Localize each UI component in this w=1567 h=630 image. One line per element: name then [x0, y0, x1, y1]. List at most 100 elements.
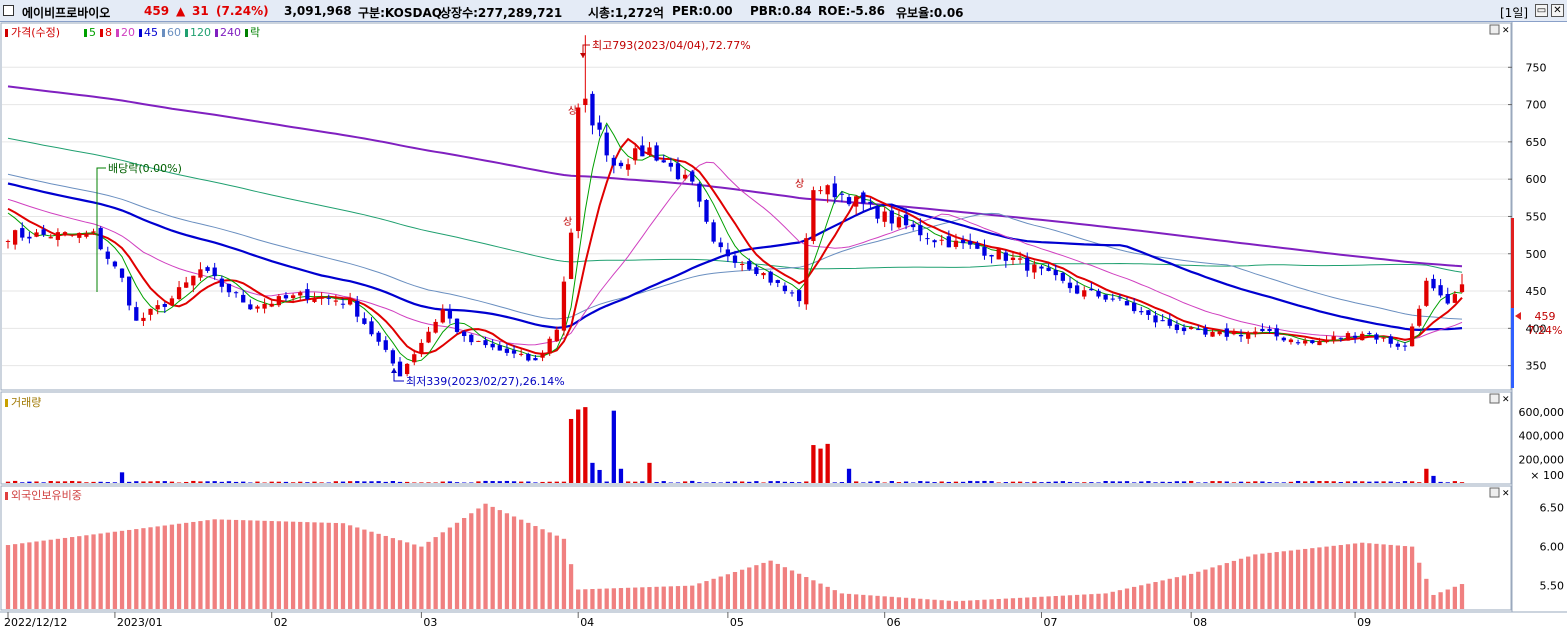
- candle-body: [1003, 252, 1008, 261]
- candle-body: [219, 278, 224, 287]
- candle-body: [1060, 272, 1066, 281]
- candle-body: [1082, 290, 1087, 297]
- reserve-ratio: 유보율:0.06: [896, 6, 964, 20]
- volume-bar: [1281, 482, 1286, 483]
- candle-body: [854, 196, 859, 207]
- candle-body: [1117, 297, 1123, 299]
- foreign-ratio-bar: [48, 539, 53, 609]
- volume-bar: [34, 481, 39, 483]
- candle-body: [875, 206, 880, 219]
- candle-body: [248, 304, 253, 310]
- candle-body: [611, 157, 616, 166]
- ma-line-5: [7, 122, 1463, 363]
- volume-bar: [319, 482, 324, 483]
- volume-bar: [333, 481, 339, 483]
- up-arrow-icon: ▲: [176, 4, 186, 18]
- pane-restore-button[interactable]: [1489, 393, 1500, 404]
- foreign-ratio-bar: [811, 580, 816, 609]
- candle-body: [191, 275, 196, 286]
- volume-bar: [1181, 481, 1187, 483]
- candle-body: [846, 197, 852, 205]
- foreign-ratio-bar: [576, 589, 581, 609]
- volume-bar: [483, 480, 488, 483]
- legend-item: 8: [105, 26, 112, 39]
- candle-body: [105, 251, 110, 259]
- volume-bar: [134, 481, 139, 483]
- foreign-ratio-bar: [1003, 598, 1008, 609]
- candle-body: [1345, 333, 1351, 341]
- foreign-ratio-bar: [1146, 583, 1151, 609]
- candle-body: [739, 263, 745, 265]
- foreign-ratio-bar: [561, 538, 567, 609]
- candle-body: [1153, 315, 1158, 323]
- close-window-button[interactable]: ✕: [1551, 4, 1564, 17]
- x-tick-label: 02: [274, 616, 288, 629]
- pane-restore-button[interactable]: [1489, 24, 1500, 35]
- candle-body: [804, 238, 809, 305]
- foreign-ratio-bar: [355, 527, 360, 609]
- legend-item: 60: [167, 26, 181, 39]
- foreign-ratio-bar: [697, 583, 702, 609]
- foreign-ratio-bars: [5, 503, 1465, 609]
- foreign-ratio-bar: [376, 533, 381, 609]
- foreign-ratio-bar: [412, 544, 417, 609]
- candle-body: [1303, 340, 1308, 344]
- volume-bar: [1360, 481, 1365, 483]
- pane-close-button[interactable]: ✕: [1502, 489, 1510, 499]
- foreign-ratio-bar: [148, 527, 153, 609]
- candle-body: [1367, 333, 1372, 335]
- volume-bar: [1260, 481, 1265, 483]
- price-tick-label: 600: [1526, 173, 1547, 186]
- foreign-ratio-bar: [1089, 594, 1094, 609]
- volume-bar: [747, 481, 752, 483]
- pane-close-button[interactable]: ✕: [1502, 395, 1510, 405]
- foreign-ratio-bar: [176, 523, 182, 609]
- candle-body: [483, 340, 488, 346]
- volume-bar: [269, 481, 274, 483]
- candle-body: [818, 190, 823, 192]
- candle-body: [283, 295, 289, 299]
- foreign-ratio-bar: [462, 518, 467, 609]
- ma-line-60: [7, 173, 1463, 320]
- foreign-ratio-bar: [889, 596, 894, 609]
- candle-body: [960, 240, 966, 244]
- restore-window-button[interactable]: ▭: [1535, 4, 1548, 17]
- candle-body: [34, 232, 39, 237]
- foreign-ratio-bar: [896, 597, 902, 609]
- volume-bar: [184, 481, 189, 483]
- candle-body: [1231, 332, 1237, 335]
- foreign-ratio-bar: [1010, 598, 1016, 609]
- volume-bar: [889, 481, 894, 483]
- candle-body: [355, 300, 360, 317]
- candle-body: [362, 318, 367, 324]
- volume-bar: [739, 481, 745, 483]
- volume-bar: [1046, 481, 1051, 483]
- pane-close-button[interactable]: ✕: [1502, 26, 1510, 36]
- foreign-ratio-bar: [483, 503, 488, 609]
- foreign-ratio-bar: [839, 593, 845, 609]
- volume-bar: [640, 481, 645, 483]
- candle-body: [469, 334, 474, 343]
- candle-body: [1096, 290, 1101, 297]
- foreign-ratio-bar: [618, 588, 624, 609]
- candle-body: [404, 363, 410, 375]
- volume-bar: [1224, 481, 1229, 483]
- foreign-ratio-bar: [219, 519, 224, 609]
- select-checkbox[interactable]: [3, 5, 14, 16]
- volume-bar: [504, 480, 510, 483]
- candle-body: [718, 242, 723, 248]
- pane-restore-button[interactable]: [1489, 487, 1500, 498]
- foreign-ratio-bar: [98, 533, 103, 609]
- candle-body: [747, 261, 752, 270]
- volume-value: 3,091,968: [284, 4, 352, 18]
- candle-body: [1288, 339, 1294, 343]
- candle-body: [918, 225, 923, 236]
- volume-bar: [989, 481, 994, 483]
- legend-item: 락: [250, 26, 260, 39]
- candle-body: [91, 231, 96, 233]
- candle-body: [1017, 258, 1023, 260]
- volume-bar: [533, 482, 538, 483]
- period-label[interactable]: [1일]: [1500, 6, 1529, 20]
- volume-bar: [1067, 481, 1073, 483]
- volume-bar: [426, 482, 431, 483]
